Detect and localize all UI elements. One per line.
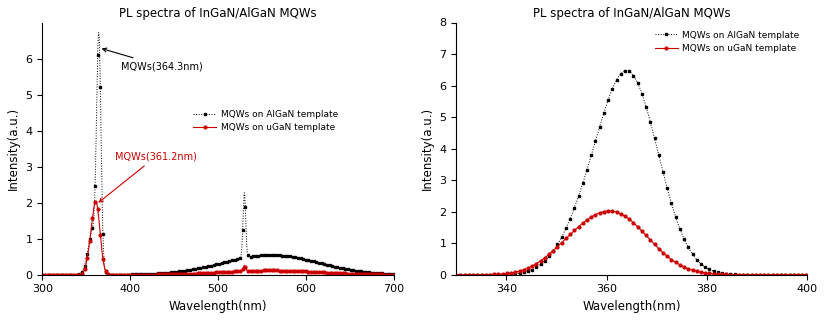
MQWs on AlGaN template: [803, 273, 813, 277]
MQWs on uGaN template: [732, 273, 742, 276]
Legend: MQWs on AlGaN template, MQWs on uGaN template: MQWs on AlGaN template, MQWs on uGaN tem…: [652, 27, 803, 57]
MQWs on AlGaN template: [451, 273, 461, 277]
Line: MQWs on uGaN template: MQWs on uGaN template: [41, 200, 395, 276]
MQWs on uGaN template: [593, 212, 603, 215]
Y-axis label: Intensity(a.u.): Intensity(a.u.): [7, 107, 20, 190]
MQWs on AlGaN template: [94, 31, 104, 35]
Text: MQWs(361.2nm): MQWs(361.2nm): [99, 151, 197, 202]
MQWs on AlGaN template: [389, 272, 398, 276]
MQWs on uGaN template: [37, 273, 47, 277]
MQWs on AlGaN template: [606, 90, 616, 94]
MQWs on uGaN template: [293, 269, 303, 273]
MQWs on uGaN template: [693, 269, 703, 273]
MQWs on uGaN template: [725, 273, 735, 276]
MQWs on uGaN template: [188, 272, 198, 276]
X-axis label: Wavelength(nm): Wavelength(nm): [169, 300, 267, 313]
MQWs on AlGaN template: [361, 270, 370, 274]
MQWs on uGaN template: [606, 209, 616, 213]
MQWs on AlGaN template: [487, 273, 497, 277]
MQWs on AlGaN template: [205, 264, 214, 268]
MQWs on AlGaN template: [37, 273, 47, 277]
Legend: MQWs on AlGaN template, MQWs on uGaN template: MQWs on AlGaN template, MQWs on uGaN tem…: [190, 106, 342, 136]
MQWs on AlGaN template: [725, 272, 735, 276]
Text: MQWs(364.3nm): MQWs(364.3nm): [102, 48, 203, 71]
MQWs on AlGaN template: [188, 268, 198, 271]
MQWs on AlGaN template: [593, 129, 603, 133]
MQWs on uGaN template: [803, 273, 813, 277]
Line: MQWs on AlGaN template: MQWs on AlGaN template: [41, 31, 395, 276]
MQWs on uGaN template: [389, 273, 398, 276]
MQWs on AlGaN template: [378, 272, 388, 276]
Title: PL spectra of InGaN/AlGaN MQWs: PL spectra of InGaN/AlGaN MQWs: [533, 7, 731, 20]
MQWs on uGaN template: [361, 272, 370, 276]
MQWs on AlGaN template: [293, 256, 303, 260]
X-axis label: Wavelength(nm): Wavelength(nm): [582, 300, 681, 313]
MQWs on uGaN template: [487, 273, 497, 276]
Line: MQWs on AlGaN template: MQWs on AlGaN template: [455, 69, 808, 276]
MQWs on uGaN template: [205, 271, 214, 275]
MQWs on AlGaN template: [621, 69, 631, 73]
Title: PL spectra of InGaN/AlGaN MQWs: PL spectra of InGaN/AlGaN MQWs: [119, 7, 317, 20]
MQWs on uGaN template: [91, 199, 101, 203]
MQWs on uGaN template: [451, 273, 461, 277]
MQWs on AlGaN template: [693, 259, 703, 263]
MQWs on uGaN template: [604, 209, 614, 213]
MQWs on uGaN template: [185, 272, 195, 276]
MQWs on AlGaN template: [185, 268, 195, 272]
MQWs on uGaN template: [378, 273, 388, 276]
MQWs on AlGaN template: [732, 273, 742, 276]
Line: MQWs on uGaN template: MQWs on uGaN template: [455, 210, 808, 276]
Y-axis label: Intensity(a.u.): Intensity(a.u.): [421, 107, 434, 190]
